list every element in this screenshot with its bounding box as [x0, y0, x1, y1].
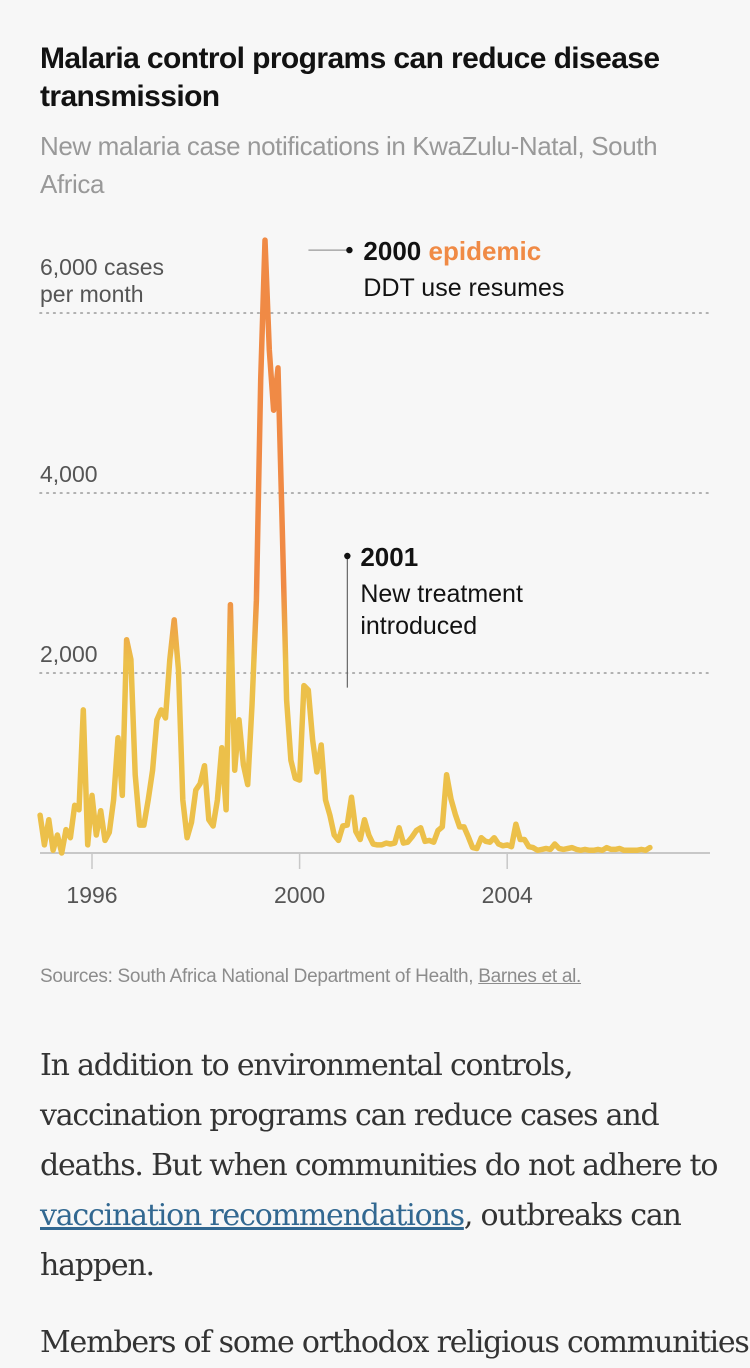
annotation-text-ddt: DDT use resumes	[363, 274, 564, 302]
annotation-year-2000: 2000	[363, 236, 428, 266]
article-paragraph-next: Members of some orthodox religious commu…	[40, 1318, 740, 1368]
chart-title: Malaria control programs can reduce dise…	[40, 40, 720, 116]
annotation-dot-2001	[344, 553, 350, 559]
vaccination-recommendations-link[interactable]: vaccination recommendations	[40, 1198, 464, 1233]
x-tick-label-2004: 2004	[482, 882, 533, 908]
y-tick-label-6000: 6,000 cases	[40, 254, 164, 280]
annotation-title-2001: 2001	[360, 542, 418, 572]
series-layer	[40, 240, 650, 853]
barnes-et-al-link[interactable]: Barnes et al.	[478, 966, 581, 987]
annotation-text-2001-line-1: New treatment	[360, 580, 523, 608]
x-axis: 1996 2000 2004	[40, 853, 710, 908]
annotation-dot-2000	[346, 247, 352, 253]
y-axis-unit-label: per month	[40, 281, 144, 307]
y-tick-label-2000: 2,000	[40, 641, 98, 667]
sources-note: Sources: South Africa National Departmen…	[40, 966, 581, 988]
series-line-0	[40, 240, 650, 853]
annotation-title-2000: 2000 epidemic	[363, 236, 541, 266]
y-tick-label-4000: 4,000	[40, 461, 98, 487]
annotation-epidemic-highlight: epidemic	[429, 236, 542, 266]
article-paragraph: In addition to environmental controls, v…	[40, 1041, 730, 1291]
annotation-text-2001-line-2: introduced	[360, 612, 477, 640]
paragraph-text-start: In addition to environmental controls, v…	[40, 1048, 717, 1183]
x-tick-label-1996: 1996	[66, 882, 117, 908]
chart-subtitle: New malaria case notifications in KwaZul…	[40, 127, 720, 203]
annotations: 2000 epidemic DDT use resumes 2001 New trea…	[308, 236, 564, 687]
x-tick-label-2000: 2000	[274, 882, 325, 908]
sources-label: Sources: South Africa National Departmen…	[40, 966, 478, 987]
